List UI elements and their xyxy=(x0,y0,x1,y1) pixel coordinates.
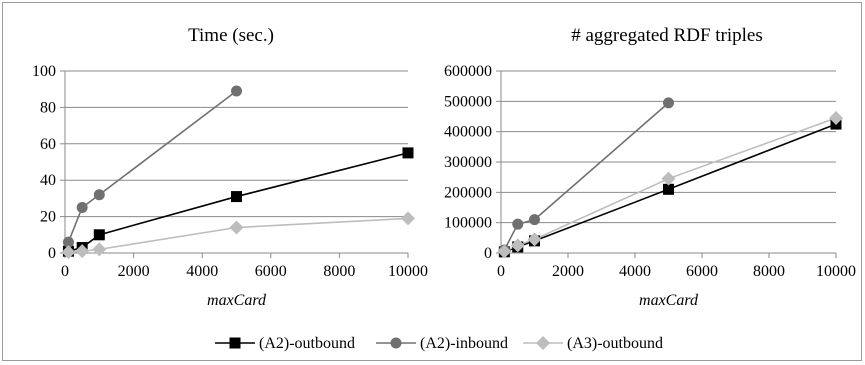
y-tick-label: 80 xyxy=(40,99,56,116)
data-point-diamond xyxy=(92,242,107,257)
x-tick-label: 4000 xyxy=(186,263,218,280)
data-point-circle xyxy=(93,189,105,201)
x-tick-label: 2000 xyxy=(552,263,584,280)
legend-label: (A2)-inbound xyxy=(420,335,508,352)
y-tick-label: 0 xyxy=(484,245,492,262)
series-line-2 xyxy=(503,102,670,251)
y-tick-label: 200000 xyxy=(444,184,492,201)
legend-item: (A3)-outbound xyxy=(523,335,663,352)
data-point-circle xyxy=(62,236,74,248)
data-point-diamond xyxy=(75,244,90,259)
x-axis-label: maxCard xyxy=(207,292,267,309)
data-point-diamond xyxy=(829,111,843,126)
data-point-circle xyxy=(231,85,242,97)
data-point-circle xyxy=(663,97,674,109)
data-point-circle xyxy=(76,202,88,213)
data-point-square xyxy=(231,191,242,203)
x-tick-label: 6000 xyxy=(686,263,718,280)
figure-svg: Time (sec.) 0 20 40 60 80 100 0 2000 4000 6000 8000… xyxy=(32,25,856,352)
y-tick-label: 20 xyxy=(40,209,56,226)
x-tick-label: 8000 xyxy=(323,263,355,280)
y-tick-label: 60 xyxy=(40,136,56,153)
x-axis-label: maxCard xyxy=(639,292,699,309)
y-tick-label: 0 xyxy=(48,245,56,262)
x-tick-label: 0 xyxy=(497,263,505,280)
data-point-square xyxy=(663,183,674,195)
data-point-diamond xyxy=(661,171,676,186)
y-tick-label: 600000 xyxy=(444,63,492,80)
y-tick-label: 100000 xyxy=(444,215,492,232)
y-tick-label: 40 xyxy=(40,172,56,189)
legend-marker xyxy=(390,337,402,349)
y-tick-label: 400000 xyxy=(444,124,492,141)
chart-title: Time (sec.) xyxy=(188,25,274,46)
x-tick-label: 10000 xyxy=(816,263,856,280)
y-tick-label: 500000 xyxy=(444,93,492,110)
legend: (A2)-outbound (A2)-inbound (A3)-outbound xyxy=(215,335,663,352)
legend-label: (A3)-outbound xyxy=(567,335,663,352)
figure-frame: Time (sec.) 0 20 40 60 80 100 0 2000 4000 6000 8000… xyxy=(2,2,862,361)
data-point-circle xyxy=(529,214,540,226)
legend-item: (A2)-inbound xyxy=(376,335,508,352)
data-point-diamond xyxy=(497,244,512,259)
data-point-diamond xyxy=(527,232,542,247)
y-tick-label: 300000 xyxy=(444,154,492,171)
legend-marker xyxy=(536,336,550,350)
series-line-2 xyxy=(67,90,237,243)
x-tick-label: 10000 xyxy=(388,263,428,280)
chart-1: Time (sec.) 0 20 40 60 80 100 0 2000 4000 6000 8000… xyxy=(32,25,428,309)
x-tick-label: 2000 xyxy=(118,263,150,280)
legend-label: (A2)-outbound xyxy=(259,335,355,352)
data-point-diamond xyxy=(229,220,244,235)
data-point-square xyxy=(93,229,105,241)
x-tick-label: 8000 xyxy=(753,263,785,280)
data-point-diamond xyxy=(61,245,76,260)
legend-marker xyxy=(229,337,241,349)
x-tick-label: 0 xyxy=(61,263,69,280)
x-tick-label: 4000 xyxy=(619,263,651,280)
data-point-diamond xyxy=(510,238,525,253)
chart-2: # aggregated RDF triples0100000200000300… xyxy=(444,25,856,309)
data-point-circle xyxy=(512,218,524,230)
y-tick-label: 100 xyxy=(32,63,56,80)
data-point-square xyxy=(402,147,414,159)
data-point-diamond xyxy=(401,211,415,226)
x-tick-label: 6000 xyxy=(255,263,287,280)
chart-title: # aggregated RDF triples xyxy=(571,25,763,46)
legend-item: (A2)-outbound xyxy=(215,335,355,352)
